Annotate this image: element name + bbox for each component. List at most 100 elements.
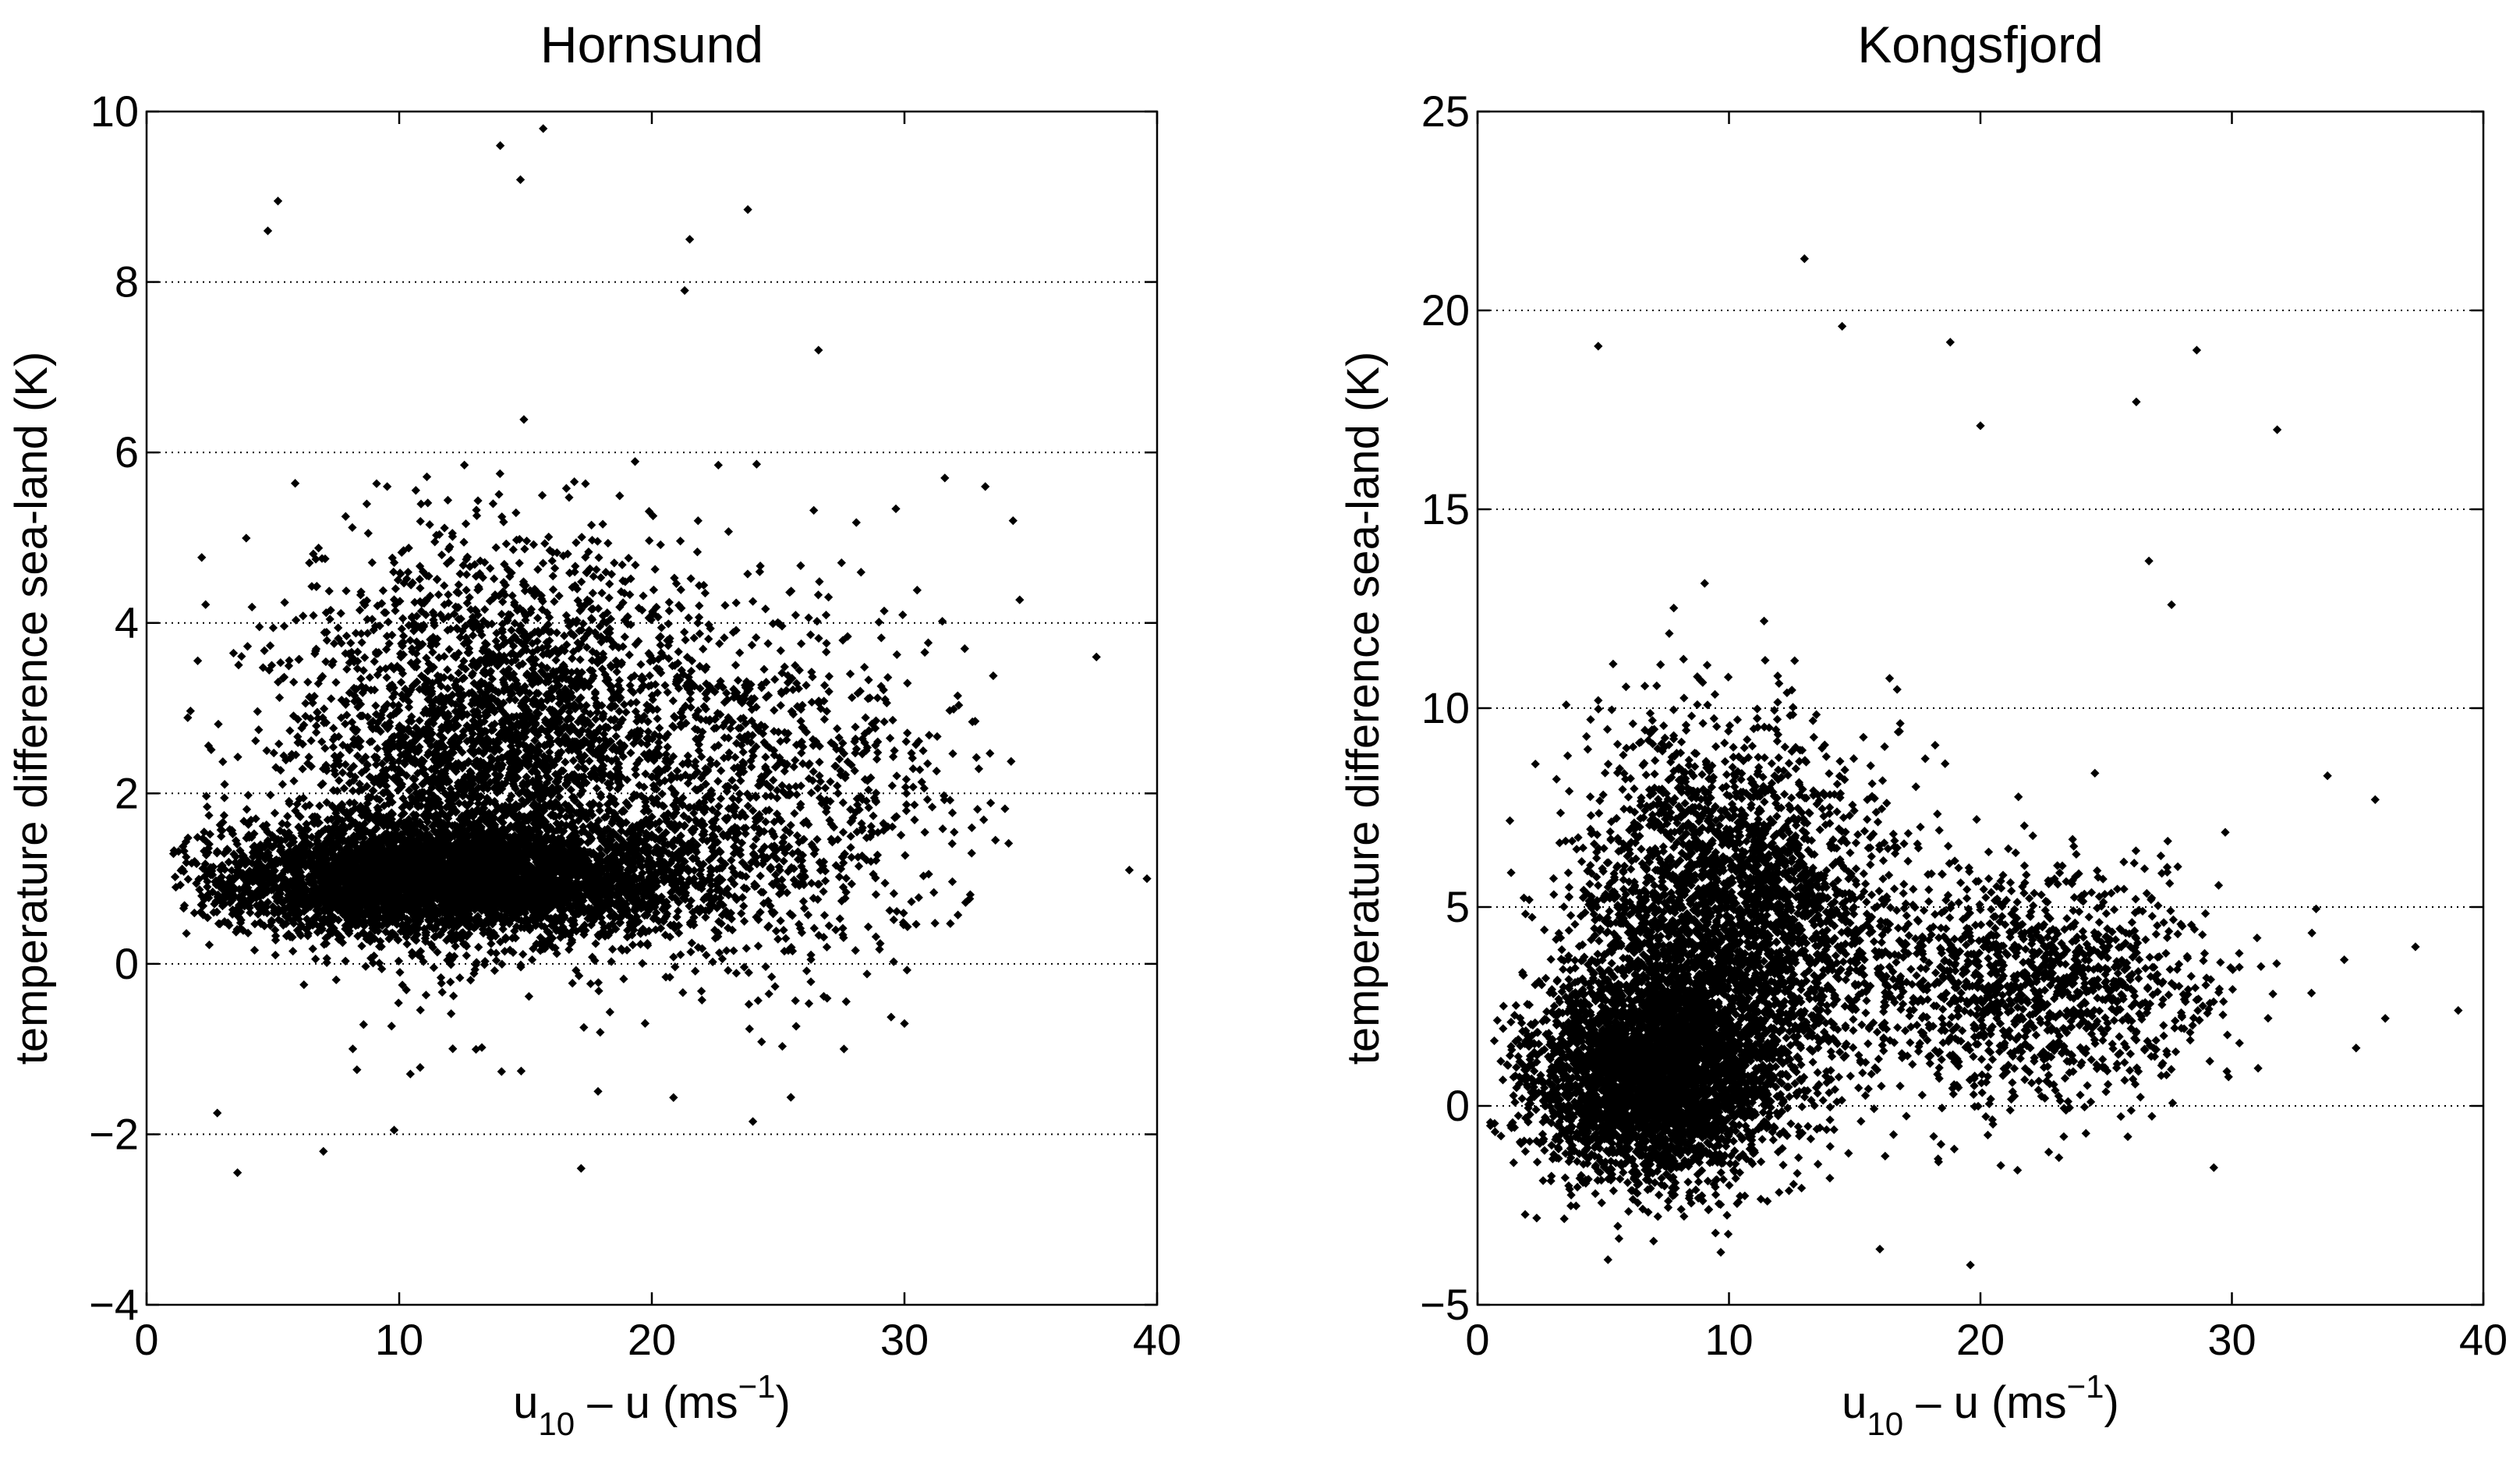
hornsund-data-point xyxy=(708,957,717,967)
hornsund-data-point xyxy=(918,746,928,756)
hornsund-data-point xyxy=(415,716,424,725)
hornsund-data-point xyxy=(669,952,678,962)
hornsund-data-point xyxy=(898,610,908,620)
hornsund-data-point xyxy=(306,736,316,746)
hornsund-data-point xyxy=(586,520,596,530)
hornsund-data-point xyxy=(731,661,741,670)
hornsund-data-point xyxy=(946,919,955,928)
hornsund-data-point xyxy=(953,691,962,700)
hornsund-data-point xyxy=(738,747,748,757)
hornsund-data-point xyxy=(927,803,937,812)
hornsund-data-point xyxy=(872,754,882,764)
hornsund-data-point xyxy=(351,629,361,638)
hornsund-data-point xyxy=(837,558,846,568)
hornsund-data-point xyxy=(887,822,897,831)
hornsund-data-point xyxy=(403,567,413,577)
hornsund-data-point xyxy=(650,565,660,574)
hornsund-data-point xyxy=(767,972,777,982)
hornsund-data-point xyxy=(770,982,780,991)
hornsund-data-point xyxy=(807,878,816,888)
hornsund-data-point xyxy=(806,955,816,965)
hornsund-data-point xyxy=(626,698,635,708)
hornsund-data-point xyxy=(791,661,800,670)
hornsund-data-point xyxy=(986,749,995,758)
hornsund-data-point xyxy=(430,537,440,547)
hornsund-data-point xyxy=(474,942,483,952)
hornsund-data-point xyxy=(901,774,911,785)
hornsund-data-point xyxy=(888,715,897,725)
hornsund-data-point xyxy=(790,809,799,818)
hornsund-data-point xyxy=(497,959,507,969)
hornsund-data-point xyxy=(676,950,685,959)
hornsund-data-point xyxy=(802,966,812,976)
hornsund-data-point xyxy=(655,723,664,733)
hornsund-data-point xyxy=(561,484,572,493)
hornsund-data-point xyxy=(365,672,374,682)
hornsund-data-point xyxy=(901,737,911,746)
hornsund-data-point xyxy=(674,647,683,657)
hornsund-data-point xyxy=(274,739,284,749)
hornsund-data-point xyxy=(242,805,252,814)
hornsund-data-point xyxy=(347,718,357,727)
hornsund-data-point xyxy=(806,950,816,960)
hornsund-data-point xyxy=(444,645,454,654)
hornsund-data-point xyxy=(851,518,861,527)
hornsund-data-point xyxy=(455,973,465,983)
hornsund-data-point xyxy=(461,519,471,529)
hornsund-data-point xyxy=(204,810,214,820)
hornsund-data-point xyxy=(220,780,229,789)
hornsund-data-point xyxy=(384,617,393,627)
hornsund-data-point xyxy=(511,508,521,518)
hornsund-data-point xyxy=(568,979,577,988)
hornsund-data-point xyxy=(699,644,708,654)
hornsund-data-point xyxy=(621,707,631,717)
hornsund-data-point xyxy=(695,601,704,611)
hornsund-data-point xyxy=(953,910,963,920)
hornsund-data-point xyxy=(663,688,672,697)
hornsund-data-point xyxy=(720,601,730,610)
hornsund-data-point xyxy=(498,924,508,934)
hornsund-data-point xyxy=(446,977,455,987)
hornsund-data-point xyxy=(745,1024,754,1033)
hornsund-data-point xyxy=(1007,757,1016,766)
hornsund-data-point xyxy=(880,606,889,616)
hornsund-data-point xyxy=(841,997,851,1006)
hornsund-data-point xyxy=(889,957,898,966)
hornsund-data-point xyxy=(341,956,350,966)
hornsund-data-point xyxy=(265,641,275,650)
hornsund-data-point xyxy=(885,905,894,916)
hornsund-data-point xyxy=(911,920,921,929)
hornsund-data-point xyxy=(577,533,586,542)
hornsund-data-point xyxy=(527,955,537,965)
hornsund-data-point xyxy=(357,941,366,951)
hornsund-data-point xyxy=(689,866,699,875)
hornsund-data-point xyxy=(444,590,453,600)
hornsund-data-point xyxy=(459,460,469,470)
hornsund-data-point xyxy=(815,757,824,767)
hornsund-data-point xyxy=(618,560,627,569)
hornsund-data-point xyxy=(937,616,947,626)
hornsund-data-point xyxy=(565,493,574,502)
hornsund-data-point xyxy=(674,906,683,916)
hornsund-data-point xyxy=(437,550,447,560)
hornsund-data-point xyxy=(889,889,899,898)
hornsund-data-point xyxy=(356,674,366,684)
hornsund-data-point xyxy=(876,939,885,948)
hornsund-data-point xyxy=(892,650,901,660)
hornsund-data-point xyxy=(243,790,253,800)
hornsund-data-point xyxy=(813,590,823,600)
hornsund-data-point xyxy=(459,537,469,547)
hornsund-data-point xyxy=(845,669,855,679)
hornsund-data-point xyxy=(342,586,351,596)
hornsund-data-point xyxy=(744,1000,754,1009)
hornsund-data-point xyxy=(819,910,830,920)
hornsund-data-point xyxy=(691,966,700,976)
hornsund-data-point xyxy=(915,765,925,774)
hornsund-data-point xyxy=(304,753,313,762)
hornsund-data-point xyxy=(593,707,602,717)
hornsund-data-point xyxy=(907,897,916,906)
hornsund-data-point xyxy=(303,677,313,687)
hornsund-data-point xyxy=(597,588,607,598)
hornsund-data-point xyxy=(809,923,819,933)
